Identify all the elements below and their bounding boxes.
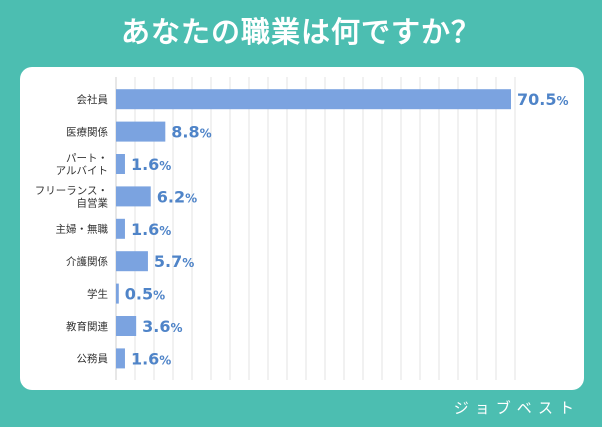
category-label: 学生 xyxy=(87,287,108,300)
category-label: パート・アルバイト xyxy=(56,153,108,178)
value-label: 1.6% xyxy=(131,155,171,174)
category-label: 公務員 xyxy=(77,352,109,365)
page-title: あなたの職業は何ですか？ xyxy=(120,15,481,49)
bar xyxy=(116,121,166,142)
category-label: 教育関連 xyxy=(66,320,108,333)
bar xyxy=(116,154,125,174)
value-label: 8.8% xyxy=(171,123,211,142)
bar xyxy=(116,89,511,110)
value-label: 1.6% xyxy=(131,220,171,239)
brand-logo: ジョブベスト xyxy=(453,399,580,417)
value-label: 6.2% xyxy=(157,187,197,206)
category-label: 医療関係 xyxy=(66,125,108,138)
bar-chart: 会社員 70.5% 医療関係 8.8% パート・アルバイト 1.6% フリーランス・自営業 6… xyxy=(35,77,569,380)
chart-card: 会社員 70.5% 医療関係 8.8% パート・アルバイト 1.6% フリーランス・自営業 6… xyxy=(20,67,584,390)
bar xyxy=(116,316,137,336)
bar xyxy=(116,251,148,272)
bar xyxy=(116,348,125,369)
value-label: 70.5% xyxy=(517,90,569,109)
category-label: 主婦・無職 xyxy=(56,223,109,236)
bar xyxy=(116,186,151,207)
value-label: 0.5% xyxy=(125,285,165,304)
category-label: フリーランス・自営業 xyxy=(35,185,109,210)
bar xyxy=(116,283,119,304)
category-label: 介護関係 xyxy=(66,255,108,268)
category-label: 会社員 xyxy=(77,93,109,106)
value-label: 3.6% xyxy=(142,317,182,336)
value-label: 5.7% xyxy=(154,252,194,271)
value-label: 1.6% xyxy=(131,349,171,368)
bar xyxy=(116,218,125,239)
